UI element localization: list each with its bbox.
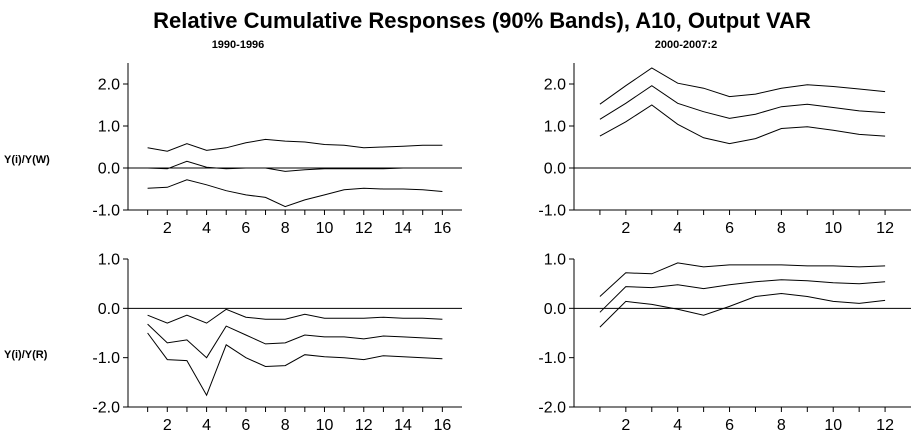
x-tick-label: 2 [163,417,172,434]
lower-band-line [599,104,886,145]
x-tick-label: 2 [621,220,630,237]
y-tick-label: -1.0 [538,203,566,220]
figure-title: Relative Cumulative Responses (90% Bands… [153,8,811,33]
column-title-left: 1990-1996 [212,39,265,51]
x-tick-label: 6 [241,417,250,434]
x-tick-label: 12 [876,220,894,237]
x-tick-label: 6 [725,220,734,237]
x-tick-label: 8 [281,417,290,434]
column-title-right: 2000-2007:2 [655,39,717,51]
y-tick-label: 0.0 [544,161,566,178]
x-tick-label: 14 [394,220,412,237]
y-tick-label: 1.0 [98,119,120,136]
y-tick-label: -1.0 [538,350,566,367]
x-tick-label: 4 [202,417,211,434]
lower-band-line [147,332,443,397]
x-tick-label: 10 [824,417,842,434]
y-tick-label: 2.0 [544,77,566,94]
upper-band-line [599,262,886,297]
y-tick-label: -1.0 [92,350,120,367]
x-tick-label: 12 [355,220,373,237]
x-tick-label: 8 [777,417,786,434]
x-tick-label: 14 [394,417,412,434]
y-tick-label: 0.0 [98,161,120,178]
x-tick-label: 10 [316,417,334,434]
panel-bottom-left: -2.0 -1.0 0.0 1.0 2 4 6 8 10 12 14 16 [92,252,462,434]
x-tick-label: 16 [433,220,451,237]
x-tick-label: 12 [355,417,373,434]
median-response-line [599,85,886,120]
x-tick-label: 16 [433,417,451,434]
x-tick-label: 4 [673,220,682,237]
x-tick-label: 10 [316,220,334,237]
y-tick-label: -2.0 [538,400,566,417]
y-tick-label: 2.0 [98,77,120,94]
lower-band-line [599,292,886,328]
x-tick-label: 6 [241,220,250,237]
x-tick-label: 8 [281,220,290,237]
x-tick-label: 12 [876,417,894,434]
y-tick-label: 1.0 [544,119,566,136]
y-tick-label: -1.0 [92,203,120,220]
y-tick-label: 1.0 [98,252,120,269]
panel-top-left: -1.0 0.0 1.0 2.0 2 4 6 8 10 12 14 16 [92,63,462,237]
upper-band-line [147,308,443,324]
upper-band-line [599,67,886,105]
x-tick-label: 4 [673,417,682,434]
upper-band-line [147,138,443,152]
row-label-bottom: Y(i)/Y(R) [4,349,48,361]
median-response-line [147,160,443,172]
x-tick-label: 6 [725,417,734,434]
median-response-line [147,323,443,359]
x-tick-label: 2 [621,417,630,434]
x-tick-label: 8 [777,220,786,237]
x-tick-label: 4 [202,220,211,237]
panel-bottom-right: -2.0 -1.0 0.0 1.0 2 4 6 8 10 12 [538,252,911,434]
panel-top-right: -1.0 0.0 1.0 2.0 2 4 6 8 10 12 [538,63,911,237]
row-label-top: Y(i)/Y(W) [4,154,50,166]
y-tick-label: 0.0 [98,301,120,318]
y-tick-label: 0.0 [544,301,566,318]
median-response-line [599,279,886,313]
y-tick-label: 1.0 [544,252,566,269]
x-tick-label: 2 [163,220,172,237]
y-tick-label: -2.0 [92,400,120,417]
lower-band-line [147,179,443,208]
x-tick-label: 10 [824,220,842,237]
